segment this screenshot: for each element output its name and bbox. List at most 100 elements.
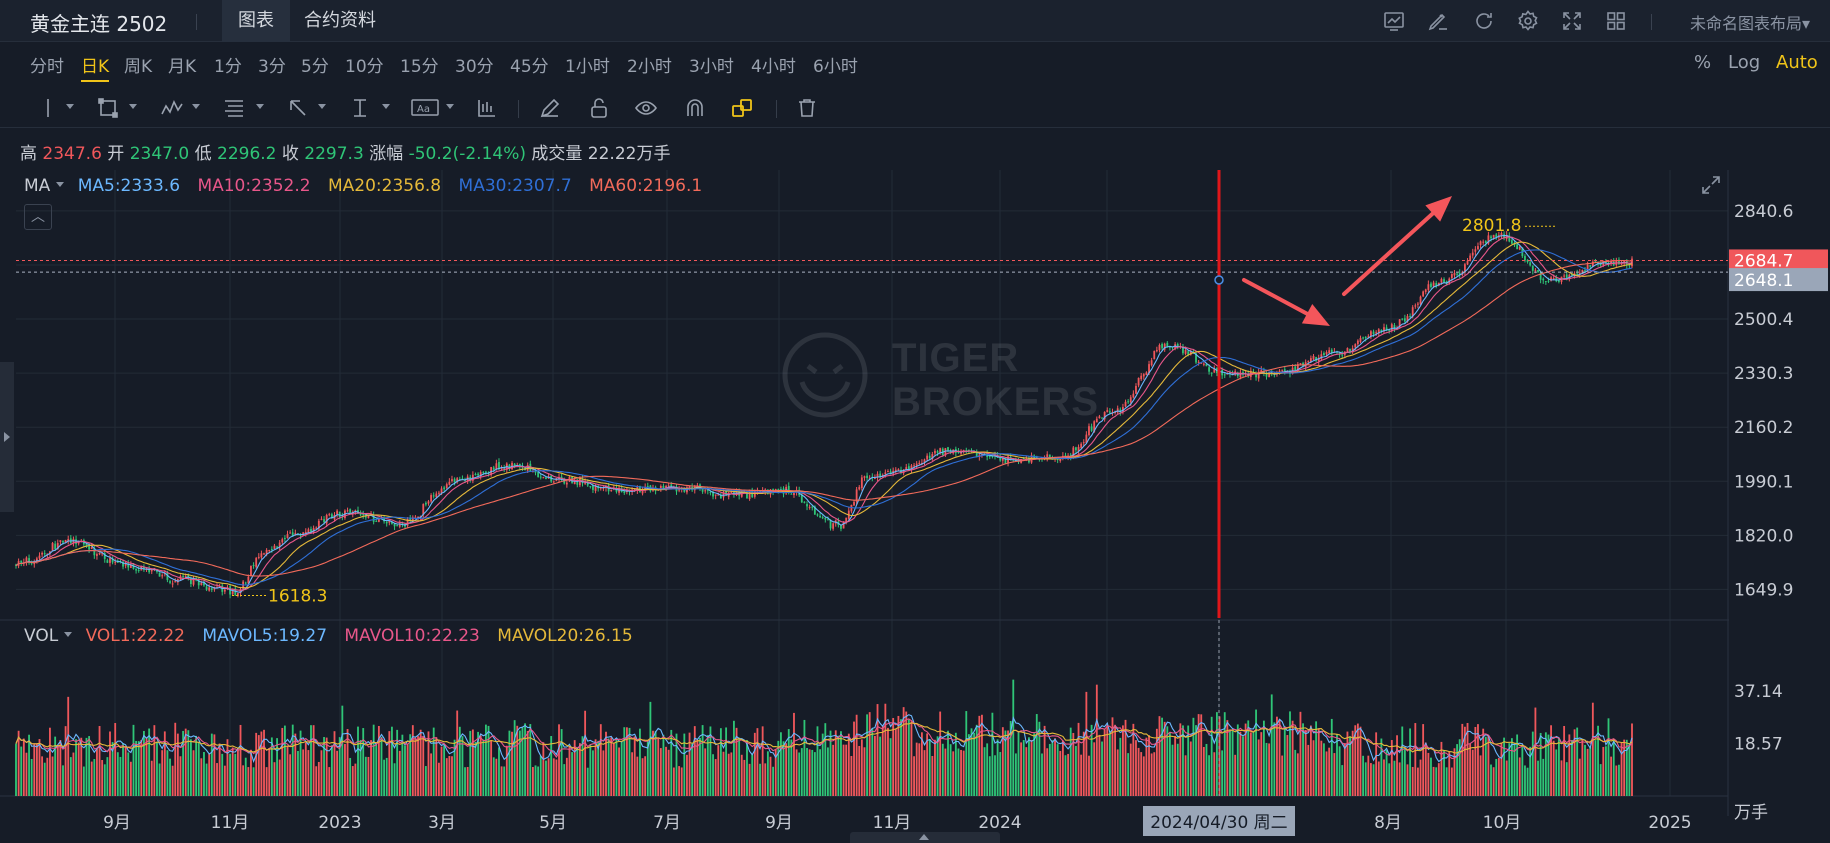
instrument-title[interactable]: 黄金主连 2502 — [30, 12, 168, 36]
volume-bar — [586, 767, 589, 796]
pattern-tool-icon[interactable] — [160, 96, 184, 120]
period-item-active[interactable]: 日K — [81, 52, 110, 82]
chevron-down-icon[interactable] — [64, 632, 73, 637]
candle-body — [1351, 348, 1354, 353]
candle-body — [349, 509, 352, 515]
bottom-panel-toggle[interactable] — [850, 832, 1000, 843]
volume-bar — [505, 745, 508, 796]
volume-bar — [808, 749, 811, 796]
chevron-down-icon[interactable] — [129, 104, 137, 109]
period-item[interactable]: 45分 — [510, 57, 549, 77]
vol-legend[interactable]: VOL VOL1:22.22 MAVOL5:19.27 MAVOL10:22.2… — [24, 626, 645, 646]
candle-body — [1372, 331, 1375, 335]
candle-body — [1531, 265, 1534, 271]
grid-layout-icon[interactable] — [1604, 9, 1628, 33]
volume-bar — [1312, 740, 1315, 796]
candle-body — [443, 487, 446, 490]
chevron-down-icon[interactable] — [256, 104, 264, 109]
arrow-tool-icon[interactable] — [286, 96, 310, 120]
volume-bar — [1061, 740, 1064, 796]
trash-icon[interactable] — [795, 96, 819, 120]
volume-bar — [1236, 724, 1239, 796]
candle-body — [231, 589, 234, 595]
fib-tool-icon[interactable] — [222, 96, 246, 120]
lock-icon[interactable] — [587, 96, 611, 120]
chevron-down-icon[interactable] — [318, 104, 326, 109]
period-item[interactable]: 5分 — [301, 57, 329, 77]
chevron-down-icon[interactable] — [56, 182, 65, 187]
volume-bar — [1578, 758, 1581, 796]
ma-legend-name[interactable]: MA — [24, 176, 51, 196]
candle-body — [947, 447, 949, 451]
period-item[interactable]: 分时 — [30, 57, 64, 77]
tab-chart[interactable]: 图表 — [222, 0, 290, 42]
volume-bar — [297, 751, 299, 796]
chevron-down-icon[interactable] — [192, 104, 200, 109]
period-item[interactable]: 3分 — [258, 57, 286, 77]
candle-body — [508, 464, 511, 469]
layout-name-dropdown[interactable]: 未命名图表布局▾ — [1689, 14, 1810, 33]
candle-body — [1095, 418, 1098, 423]
candle-body — [1591, 261, 1594, 267]
period-item[interactable]: 周K — [124, 57, 153, 77]
chevron-down-icon[interactable] — [446, 104, 454, 109]
annotation-arrow-down-head — [1301, 304, 1330, 326]
candle-body — [260, 553, 263, 558]
fullscreen-icon[interactable] — [1560, 9, 1584, 33]
auto-scale-toggle[interactable]: Auto — [1776, 52, 1818, 73]
period-item[interactable]: 10分 — [345, 57, 384, 77]
pen-edit-icon[interactable] — [1426, 9, 1450, 33]
text-tool-icon[interactable]: Aa — [410, 96, 440, 120]
period-item[interactable]: 6小时 — [813, 57, 858, 77]
period-item[interactable]: 月K — [168, 57, 197, 77]
period-item[interactable]: 1小时 — [565, 57, 610, 77]
indicator-tool-icon[interactable] — [475, 96, 499, 120]
volume-bar — [800, 748, 803, 796]
period-item[interactable]: 30分 — [455, 57, 494, 77]
chevron-down-icon[interactable] — [382, 104, 390, 109]
left-panel-toggle[interactable] — [0, 362, 14, 512]
volume-bar — [926, 733, 929, 796]
log-scale-toggle[interactable]: Log — [1728, 52, 1761, 73]
indicator-chart-icon[interactable] — [1382, 9, 1406, 33]
eye-icon[interactable] — [634, 96, 658, 120]
volume-bar — [652, 730, 654, 796]
candle-body — [111, 558, 114, 563]
candlestick-chart[interactable]: 2801.8 1618.3 2840.6 2500.4 2330.3 2160.2 199… — [0, 170, 1830, 843]
period-item[interactable]: 15分 — [400, 57, 439, 77]
chevron-down-icon[interactable] — [66, 104, 74, 109]
tab-contract-info[interactable]: 合约资料 — [304, 10, 376, 31]
high-value: 2347.6 — [42, 144, 102, 164]
candle-body — [1359, 337, 1362, 342]
percent-scale-toggle[interactable]: % — [1694, 52, 1712, 73]
volume-bar — [680, 767, 683, 796]
volume-bar — [947, 730, 949, 796]
period-item[interactable]: 4小时 — [751, 57, 796, 77]
candle-body — [1265, 373, 1268, 377]
measure-tool-icon[interactable] — [348, 96, 372, 120]
vol-legend-name[interactable]: VOL — [24, 626, 59, 646]
link-icon[interactable] — [730, 96, 754, 120]
candle-body — [1341, 354, 1344, 356]
magnet-icon[interactable] — [683, 96, 707, 120]
volume-bar — [1607, 718, 1610, 796]
drawing-toolbar: Aa — [0, 88, 1830, 128]
ma-legend[interactable]: MA MA5:2333.6 MA10:2352.2 MA20:2356.8 MA… — [24, 176, 714, 196]
period-item[interactable]: 3小时 — [689, 57, 734, 77]
candle-body — [406, 519, 409, 526]
line-tool-icon[interactable] — [36, 96, 60, 120]
candle-body — [1260, 369, 1263, 373]
refresh-icon[interactable] — [1472, 9, 1496, 33]
volume-bar — [286, 745, 289, 796]
expand-icon[interactable] — [1700, 174, 1722, 196]
period-item[interactable]: 2小时 — [627, 57, 672, 77]
collapse-legend-button[interactable]: ︿ — [24, 204, 52, 230]
volume-bar — [190, 739, 192, 796]
volume-bar — [1484, 736, 1487, 796]
brush-tool-icon[interactable] — [538, 96, 562, 120]
settings-icon[interactable] — [1516, 9, 1540, 33]
rectangle-tool-icon[interactable] — [96, 96, 120, 120]
candle-body — [1490, 236, 1492, 239]
volume-bar — [346, 729, 349, 796]
period-item[interactable]: 1分 — [214, 57, 242, 77]
